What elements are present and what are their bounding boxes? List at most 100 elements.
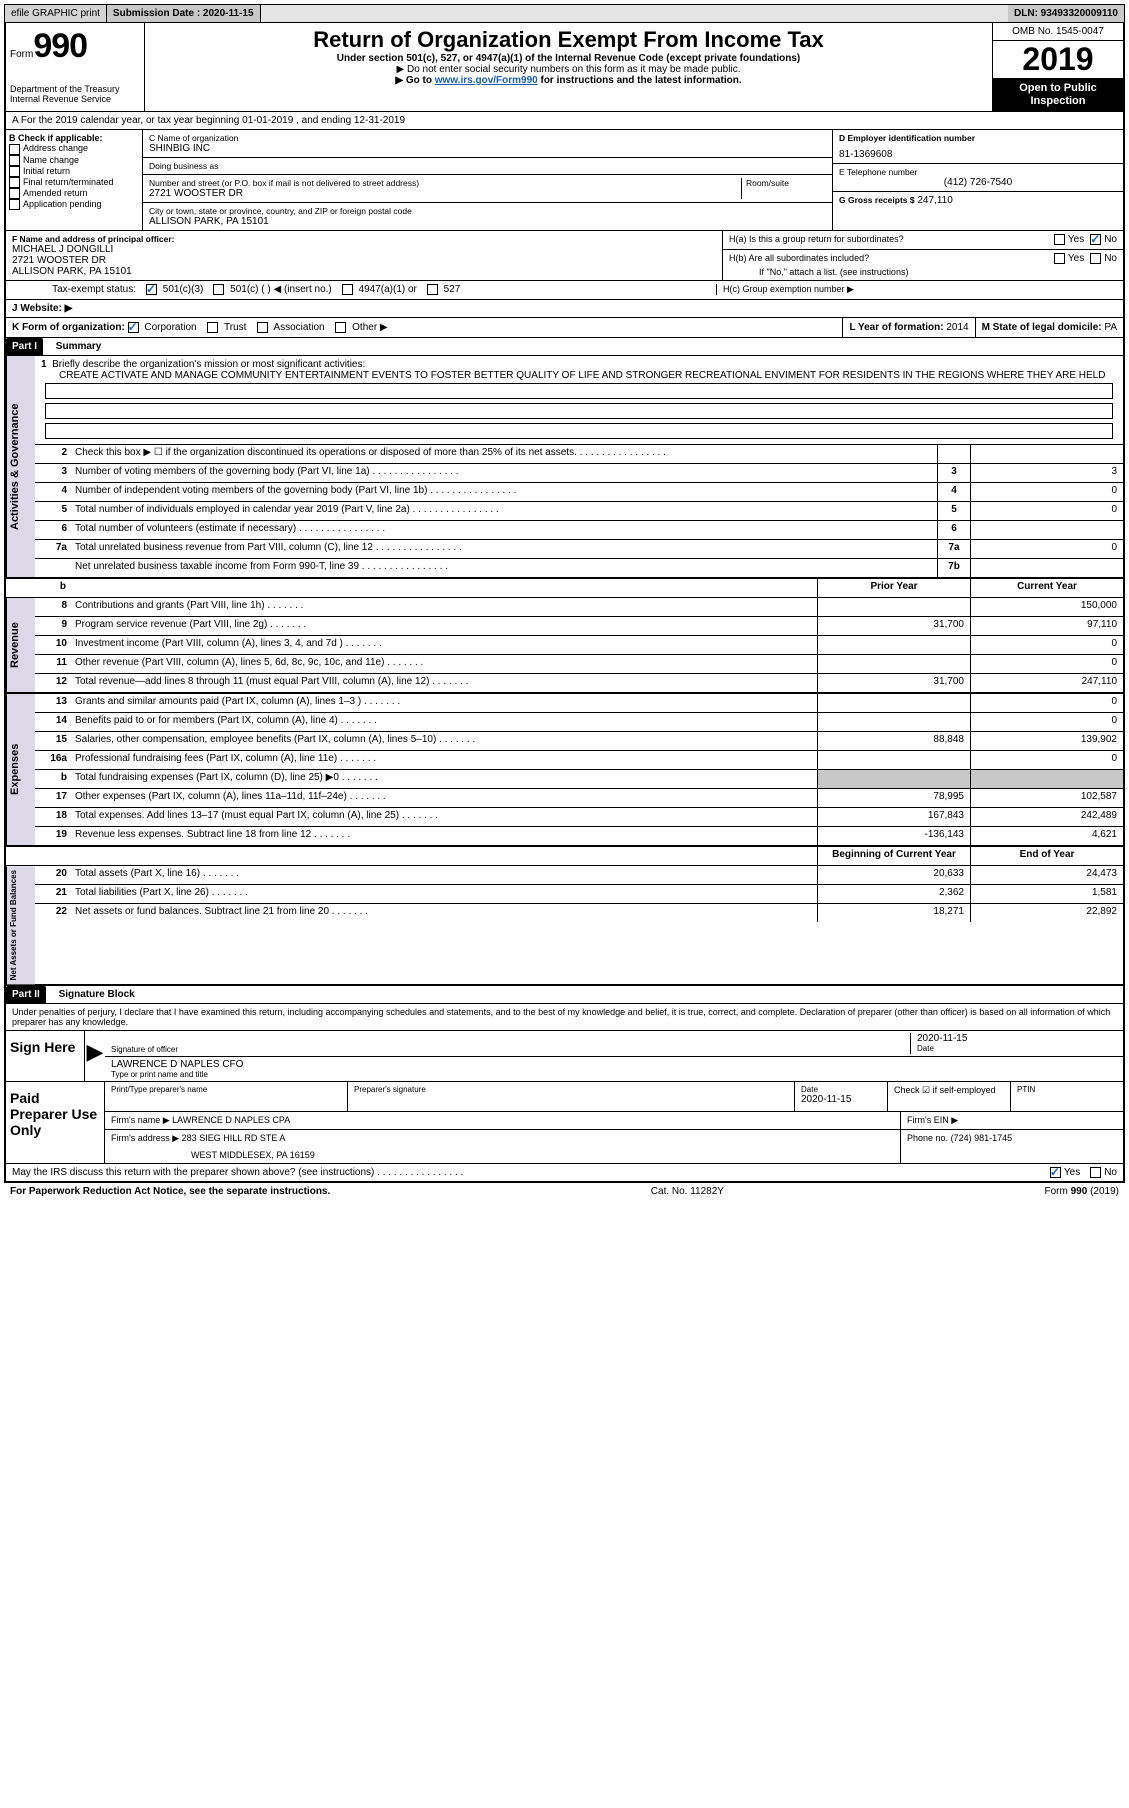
ln-box: 6	[937, 521, 970, 539]
hdr-line: b Prior Year Current Year	[34, 579, 1123, 597]
mission-lbl: Briefly describe the organization's miss…	[52, 359, 365, 370]
ln-current: 1,581	[970, 885, 1123, 903]
ln-prior	[817, 694, 970, 712]
yes-lbl: Yes	[1068, 235, 1084, 246]
hb-yes[interactable]: Yes	[1054, 253, 1084, 264]
sig-name-lbl: Type or print name and title	[111, 1070, 1117, 1079]
firm-addr-lbl: Firm's address ▶	[111, 1133, 179, 1143]
mission-blank3	[45, 423, 1113, 439]
data-line: 22 Net assets or fund balances. Subtract…	[35, 904, 1123, 922]
m-lbl: M State of legal domicile:	[982, 322, 1102, 333]
ln-current: 97,110	[970, 617, 1123, 635]
cb-other[interactable]	[335, 322, 346, 333]
cb-initial[interactable]: Initial return	[9, 166, 139, 177]
row-i: Tax-exempt status: 501(c)(3) 501(c) ( ) …	[6, 281, 1123, 299]
cb-final[interactable]: Final return/terminated	[9, 177, 139, 188]
form-word: Form	[10, 49, 33, 60]
footer-right: Form 990 (2019)	[1045, 1186, 1119, 1197]
topbar-spacer	[261, 5, 1008, 22]
ha-lbl: H(a) Is this a group return for subordin…	[729, 234, 1054, 245]
row-a: A For the 2019 calendar year, or tax yea…	[6, 112, 1123, 130]
ag-lines: 2 Check this box ▶ ☐ if the organization…	[35, 445, 1123, 577]
ag-line: 5 Total number of individuals employed i…	[35, 502, 1123, 521]
sign-name-line: LAWRENCE D NAPLES CFO Type or print name…	[105, 1057, 1123, 1081]
addr-val: 2721 WOOSTER DR	[149, 188, 741, 199]
ag-line: 6 Total number of volunteers (estimate i…	[35, 521, 1123, 540]
cb-initial-lbl: Initial return	[23, 166, 70, 176]
firm-phone: Phone no. (724) 981-1745	[900, 1130, 1123, 1163]
ln-num: b	[35, 770, 71, 788]
sig-blank	[111, 1033, 910, 1045]
sig-name-val: LAWRENCE D NAPLES CFO	[111, 1059, 1117, 1070]
ha-yes[interactable]: Yes	[1054, 234, 1084, 245]
m-val: PA	[1104, 322, 1117, 333]
cb-final-lbl: Final return/terminated	[23, 177, 114, 187]
cb-527[interactable]: 527	[427, 284, 460, 295]
prep-name-lbl: Print/Type preparer's name	[111, 1085, 341, 1094]
phone-val2: (724) 981-1745	[951, 1133, 1013, 1143]
ln-txt: Grants and similar amounts paid (Part IX…	[71, 694, 817, 712]
cb-4947[interactable]: 4947(a)(1) or	[342, 284, 417, 295]
hdr-body: b Prior Year Current Year	[34, 579, 1123, 597]
discuss-text: May the IRS discuss this return with the…	[12, 1167, 1040, 1178]
cb-trust[interactable]	[207, 322, 218, 333]
cb-501c[interactable]: 501(c) ( ) ◀ (insert no.)	[213, 284, 331, 295]
ln-prior: 78,995	[817, 789, 970, 807]
firm-name-val: LAWRENCE D NAPLES CPA	[172, 1115, 290, 1125]
ln-num: 22	[35, 904, 71, 922]
ha-no[interactable]: No	[1090, 234, 1117, 245]
ln-prior: 2,362	[817, 885, 970, 903]
phone-lbl: E Telephone number	[839, 167, 1117, 177]
mission-row: 1 Briefly describe the organization's mi…	[41, 359, 1117, 370]
sign-here-row: Sign Here ▶ Signature of officer 2020-11…	[6, 1031, 1123, 1082]
ln-num: 7a	[35, 540, 71, 558]
sidelabel-ag: Activities & Governance	[6, 356, 35, 577]
ln-txt: Total number of volunteers (estimate if …	[71, 521, 937, 539]
row-klm: K Form of organization: Corporation Trus…	[6, 318, 1123, 338]
ln-num: 6	[35, 521, 71, 539]
ln-txt: Contributions and grants (Part VIII, lin…	[71, 598, 817, 616]
cb-501c3[interactable]: 501(c)(3)	[146, 284, 203, 295]
cb-assoc[interactable]	[257, 322, 268, 333]
ln-num	[35, 559, 71, 577]
mission-text: CREATE ACTIVATE AND MANAGE COMMUNITY ENT…	[41, 370, 1117, 381]
section-revenue: Revenue 8 Contributions and grants (Part…	[6, 598, 1123, 694]
na-hdr-body: Beginning of Current Year End of Year	[35, 847, 1123, 865]
form990-link[interactable]: www.irs.gov/Form990	[435, 75, 538, 86]
cb-name[interactable]: Name change	[9, 155, 139, 166]
data-line: 13 Grants and similar amounts paid (Part…	[35, 694, 1123, 713]
prep-selfemp[interactable]: Check ☑ if self-employed	[887, 1082, 1010, 1111]
paid-row1: Print/Type preparer's name Preparer's si…	[105, 1082, 1123, 1112]
ln-prior: 31,700	[817, 674, 970, 692]
open-to-public: Open to Public Inspection	[993, 79, 1123, 111]
ln-current: 102,587	[970, 789, 1123, 807]
ag-line: 3 Number of voting members of the govern…	[35, 464, 1123, 483]
footer-left: For Paperwork Reduction Act Notice, see …	[10, 1186, 330, 1197]
discuss-yes[interactable]: Yes	[1050, 1167, 1080, 1178]
data-line: 20 Total assets (Part X, line 16) 20,633…	[35, 866, 1123, 885]
addr-lbl: Number and street (or P.O. box if mail i…	[149, 178, 741, 188]
row-m: M State of legal domicile: PA	[975, 318, 1123, 337]
part1-badge: Part I	[6, 338, 43, 355]
data-line: 10 Investment income (Part VIII, column …	[35, 636, 1123, 655]
city-cell: City or town, state or province, country…	[143, 203, 832, 230]
box-h: H(a) Is this a group return for subordin…	[722, 231, 1123, 280]
hb-note: If "No," attach a list. (see instruction…	[723, 267, 1123, 280]
no-lbl2: No	[1104, 253, 1117, 264]
section-ag: Activities & Governance 1 Briefly descri…	[6, 356, 1123, 579]
ln-val: 0	[970, 540, 1123, 558]
hb-no[interactable]: No	[1090, 253, 1117, 264]
cb-address[interactable]: Address change	[9, 143, 139, 154]
form-990-label: Form990	[10, 27, 140, 66]
cb-corp[interactable]	[128, 322, 139, 333]
rev-body: 8 Contributions and grants (Part VIII, l…	[35, 598, 1123, 692]
cb-amended[interactable]: Amended return	[9, 188, 139, 199]
ptin-lbl: PTIN	[1017, 1085, 1117, 1094]
submission-date[interactable]: Submission Date : 2020-11-15	[107, 5, 261, 22]
officer-name: MICHAEL J DONGILLI	[12, 244, 716, 255]
ln-current: 139,902	[970, 732, 1123, 750]
ln-num: 13	[35, 694, 71, 712]
sidelabel-exp: Expenses	[6, 694, 35, 845]
cb-pending[interactable]: Application pending	[9, 199, 139, 210]
discuss-no[interactable]: No	[1090, 1167, 1117, 1178]
